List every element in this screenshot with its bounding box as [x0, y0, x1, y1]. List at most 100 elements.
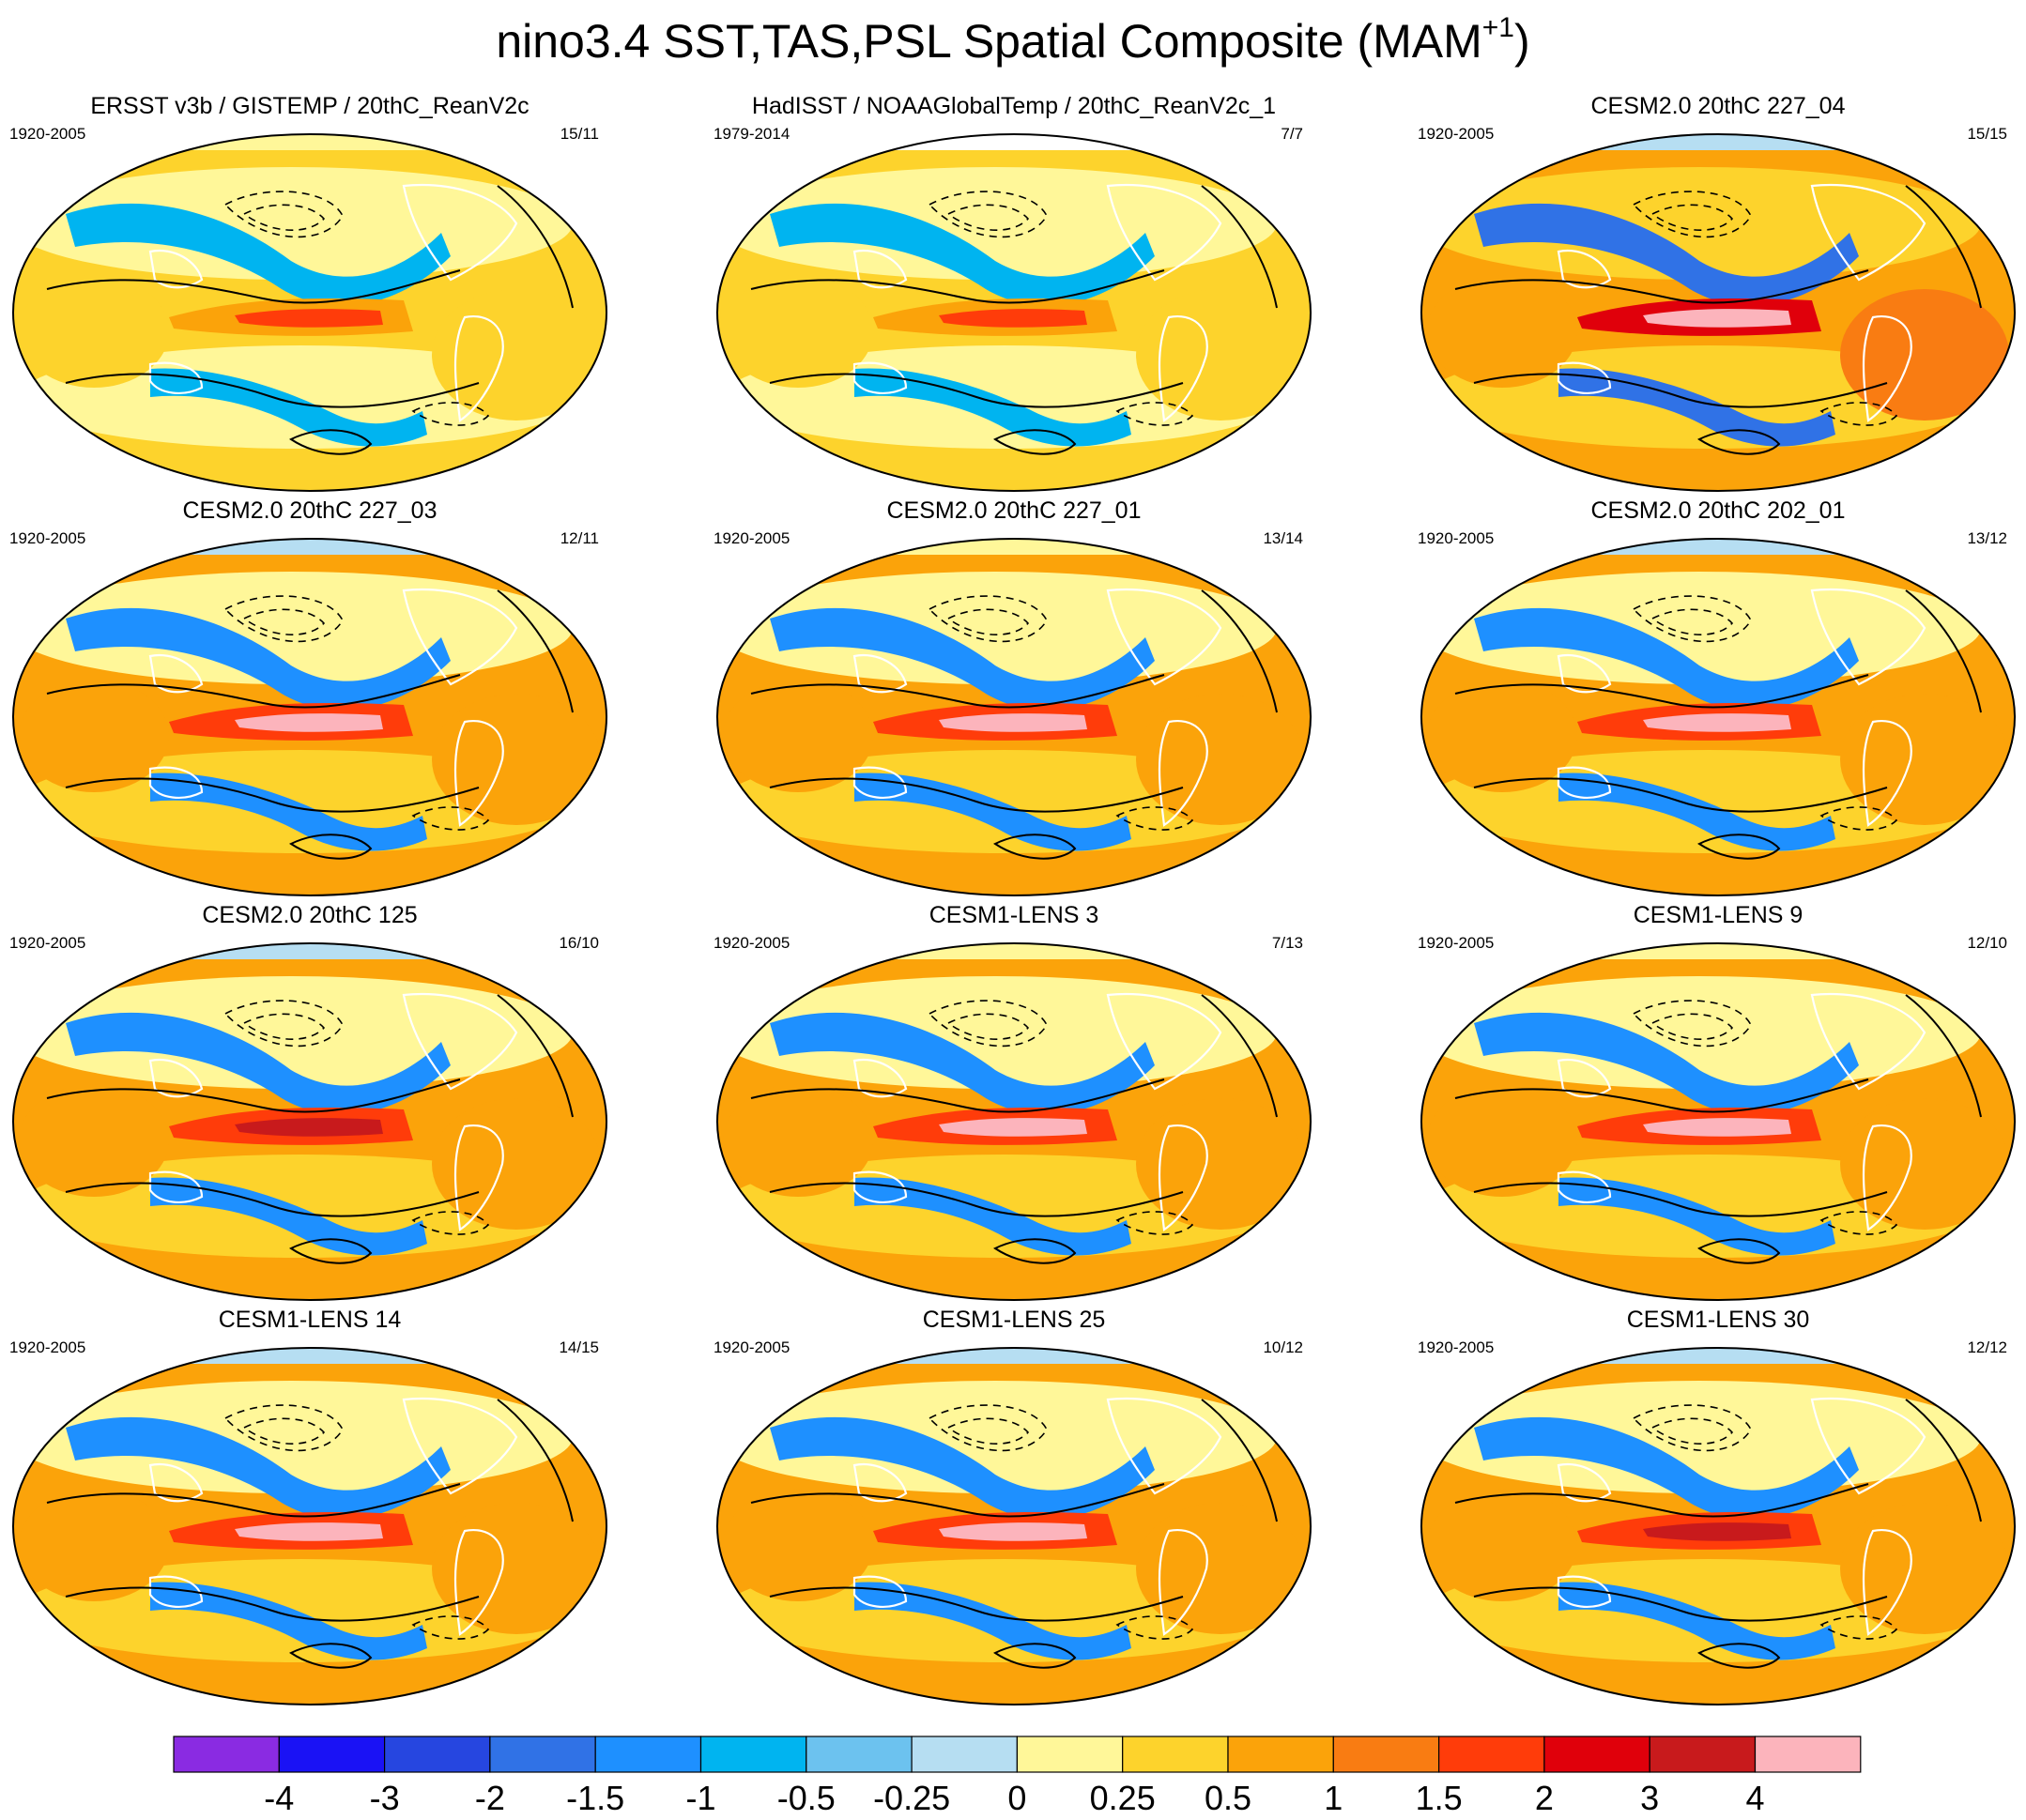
- coastline: [1862, 719, 1912, 827]
- polar-cap: [717, 473, 1311, 491]
- colorbar-swatch: [1227, 1736, 1334, 1773]
- psl-contour-positive: [289, 1643, 373, 1669]
- figure-title: nino3.4 SST,TAS,PSL Spatial Composite (M…: [0, 13, 2026, 69]
- panel-title: CESM2.0 20thC 227_04: [1590, 93, 1846, 119]
- psl-contour-negative: [1650, 1417, 1734, 1445]
- panel-event-count: 12/11: [560, 529, 599, 547]
- panel-event-count: 13/14: [1263, 529, 1303, 547]
- anomaly-field: [1643, 1118, 1791, 1137]
- polar-cap: [717, 1282, 1311, 1300]
- anomaly-field: [939, 1118, 1087, 1137]
- map-border: [716, 133, 1312, 492]
- polar-cap: [1421, 1687, 2015, 1705]
- anomaly-field: [1643, 1522, 1791, 1541]
- psl-contour-positive: [289, 834, 373, 860]
- coastline: [852, 361, 908, 394]
- polar-cap: [717, 539, 1311, 555]
- panel-period: 1920-2005: [9, 1338, 86, 1356]
- psl-contour-positive: [750, 269, 1165, 304]
- colorbar-label: 3: [1640, 1779, 1659, 1817]
- anomaly-field: [770, 1012, 1155, 1115]
- coastline: [1810, 589, 1926, 686]
- anomaly-field: [1558, 772, 1835, 851]
- colorbar-label: 1: [1324, 1779, 1343, 1817]
- colorbar-swatch: [384, 1736, 491, 1773]
- colorbar-label: 1.5: [1416, 1779, 1463, 1817]
- psl-contour-negative: [242, 204, 326, 231]
- anomaly-field: [854, 1177, 1131, 1256]
- coastline: [453, 314, 504, 422]
- colorbar-swatch: [1016, 1736, 1124, 1773]
- anomaly-field: [66, 1012, 451, 1115]
- polar-cap: [717, 878, 1311, 895]
- anomaly-field: [1427, 680, 1577, 792]
- panel-event-count: 16/10: [559, 934, 599, 952]
- colorbar-swatch: [699, 1736, 807, 1773]
- polar-cap: [1421, 134, 2015, 150]
- panel-period: 1920-2005: [714, 529, 790, 547]
- anomaly-field: [854, 1582, 1131, 1660]
- panel-event-count: 7/7: [1281, 125, 1303, 143]
- anomaly-field: [1136, 1098, 1305, 1230]
- psl-contour-negative: [1115, 1211, 1194, 1235]
- panel-title: CESM2.0 20thC 202_01: [1590, 497, 1846, 524]
- colorbar-swatch: [173, 1736, 280, 1773]
- panel-event-count: 7/13: [1271, 934, 1303, 952]
- psl-contour-positive: [1473, 373, 1888, 408]
- psl-contour-positive: [769, 777, 1184, 813]
- polar-cap: [1421, 1282, 2015, 1300]
- coastline: [148, 766, 204, 799]
- psl-contour-positive: [750, 674, 1165, 709]
- psl-contour-negative: [1819, 1211, 1898, 1235]
- map-border: [716, 942, 1312, 1301]
- psl-contour-negative: [1650, 1013, 1734, 1040]
- colorbar-label: -1.5: [566, 1779, 624, 1817]
- anomaly-field: [19, 275, 169, 388]
- psl-contour-negative: [946, 204, 1030, 231]
- colorbar-label: -1: [685, 1779, 715, 1817]
- map-panel: ERSST v3b / GISTEMP / 20thC_ReanV2c 1920-…: [9, 92, 610, 496]
- psl-contour-negative: [411, 1211, 490, 1235]
- coastline: [1106, 589, 1222, 686]
- map-border: [1420, 133, 2016, 492]
- panel-event-count: 10/12: [1263, 1338, 1303, 1356]
- psl-contour-positive: [750, 1483, 1165, 1518]
- panel-title: ERSST v3b / GISTEMP / 20thC_ReanV2c: [90, 93, 530, 119]
- anomaly-field: [854, 368, 1131, 447]
- coastline: [148, 1170, 204, 1203]
- figure-title-superscript: +1: [1481, 12, 1514, 43]
- map-panel: CESM2.0 20thC 227_03 1920-2005 12/11: [9, 497, 610, 900]
- psl-contour-positive: [993, 429, 1077, 455]
- anomaly-field: [1643, 713, 1791, 732]
- anomaly-field: [66, 1416, 451, 1520]
- colorbar-label: -4: [264, 1779, 294, 1817]
- anomaly-field: [19, 680, 169, 792]
- anomaly-field: [1840, 694, 2009, 825]
- anomaly-field: [235, 1118, 383, 1137]
- psl-contour-positive: [497, 185, 574, 309]
- anomaly-field: [19, 1084, 169, 1197]
- psl-contour-positive: [1201, 994, 1278, 1118]
- panel-title: CESM1-LENS 14: [218, 1307, 402, 1333]
- map-panel: CESM2.0 20thC 227_01 1920-2005 13/14: [714, 497, 1314, 900]
- anomaly-field: [432, 1098, 601, 1230]
- psl-contour-negative: [411, 806, 490, 831]
- psl-contour-positive: [65, 1586, 480, 1622]
- anomaly-field: [939, 309, 1087, 328]
- map-panel: CESM1-LENS 9 1920-2005 12/10: [1418, 901, 2018, 1305]
- anomaly-field: [770, 203, 1155, 306]
- coastline: [148, 361, 204, 394]
- psl-contour-positive: [769, 1182, 1184, 1217]
- anomaly-field: [66, 607, 451, 711]
- psl-contour-negative: [411, 402, 490, 426]
- anomaly-field: [150, 1177, 427, 1256]
- colorbar-swatch: [911, 1736, 1018, 1773]
- polar-cap: [717, 1687, 1311, 1705]
- coastline: [148, 249, 204, 289]
- psl-contour-negative: [223, 1404, 344, 1452]
- anomaly-field: [19, 1489, 169, 1601]
- psl-contour-positive: [1697, 1643, 1781, 1669]
- anomaly-field: [1474, 607, 1859, 711]
- colorbar-label: 0: [1007, 1779, 1026, 1817]
- psl-contour-positive: [289, 1238, 373, 1264]
